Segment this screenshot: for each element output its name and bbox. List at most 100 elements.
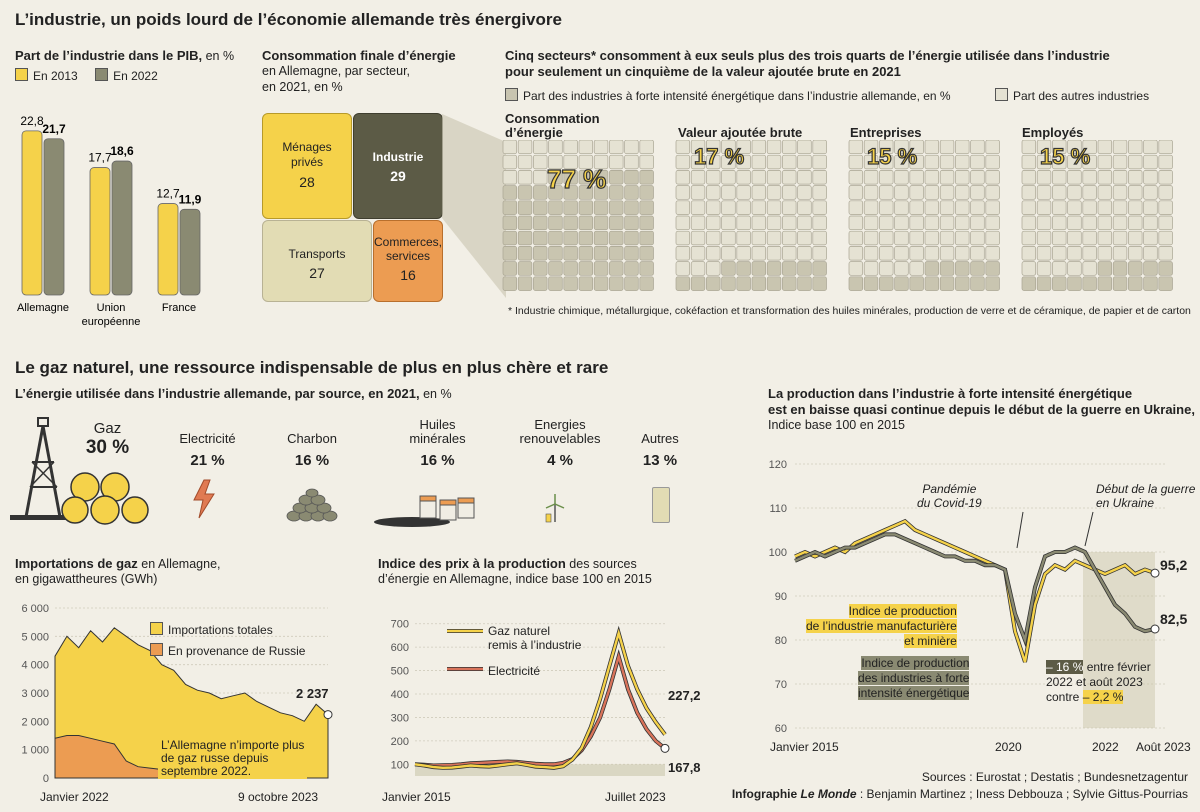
waffle-cell (1128, 261, 1143, 276)
waffle-cell (894, 154, 909, 170)
waffle-cell (863, 170, 879, 185)
waffle-cell (593, 170, 609, 185)
waffle-cell (766, 276, 782, 291)
waffle-cell (548, 246, 563, 261)
waffle-cell (797, 200, 812, 215)
waffle-cell (939, 276, 955, 291)
waffle-cell (894, 230, 909, 246)
waffle-cell (812, 200, 827, 215)
waffle-cell (639, 276, 654, 291)
imports-legend-total: Importations totales (150, 622, 273, 637)
waffle-cell (1112, 185, 1128, 200)
commerces-value: 16 (400, 267, 416, 283)
ann-covid-1: Pandémie (922, 482, 977, 496)
source-renouvelables: Energies renouvelables 4 % (500, 418, 620, 470)
prod-val-int: 82,5 (1160, 611, 1188, 627)
source-gaz-label: Gaz (93, 420, 122, 437)
waffle-cell (721, 170, 736, 185)
waffle-cell (1052, 154, 1067, 170)
treemap-transports: Transports 27 (262, 220, 372, 302)
waffle-cell (970, 140, 985, 155)
waffle-cell (563, 276, 578, 291)
prix-y-tick: 400 (391, 689, 409, 701)
waffle-cell (848, 140, 864, 155)
waffle-cell (751, 140, 767, 155)
waffle-cell (675, 276, 691, 291)
waffle-cell (1143, 185, 1158, 200)
footer-credit: Infographie Le Monde : Benjamin Martinez… (732, 787, 1188, 801)
waffle-cell (1143, 246, 1158, 261)
waffle-cell (879, 200, 894, 215)
waffle-cell (548, 230, 563, 246)
waffle-cell (675, 215, 691, 231)
prod-y-tick: 60 (775, 723, 787, 735)
waffle-cell (924, 261, 940, 276)
source-huiles: Huiles minérales 16 % (385, 418, 490, 470)
prix-subtitle: d’énergie en Allemagne, indice base 100 … (378, 572, 652, 586)
prix-y-tick: 600 (391, 642, 409, 654)
waffle-cell (1021, 230, 1037, 246)
waffle-cell (624, 261, 639, 276)
waffle-cell (863, 230, 879, 246)
waffle-cell (863, 185, 879, 200)
pib-value-label: 12,7 (156, 187, 180, 201)
waffle-cell (924, 246, 940, 261)
waffle-cell (706, 230, 721, 246)
waffle-cell (593, 276, 609, 291)
coal-pile-icon (286, 488, 338, 522)
waffle-cell (639, 215, 654, 231)
waffle-cell (609, 140, 624, 155)
prod-x-end: Août 2023 (1136, 740, 1191, 754)
waffle-cell (879, 154, 894, 170)
waffle-cell (782, 154, 797, 170)
waffle-cell (502, 185, 518, 200)
waffle-percent-label: 15 % (1040, 144, 1090, 169)
waffle-cell (1143, 230, 1158, 246)
ann-covid: Pandémie du Covid-19 (917, 482, 982, 510)
waffle-cell (706, 215, 721, 231)
waffle-cell (721, 261, 736, 276)
waffle-cell (1021, 140, 1037, 155)
secteurs-title-1: Cinq secteurs* consomment à eux seuls pl… (505, 48, 1110, 63)
waffle-cell (502, 215, 518, 231)
waffle-cell (812, 154, 827, 170)
imports-y-tick: 4 000 (21, 660, 49, 672)
waffle-cell (751, 246, 767, 261)
waffle-cell (751, 154, 767, 170)
waffle-cell (1158, 261, 1173, 276)
waffle-cell (1036, 170, 1052, 185)
conso-subtitle-2: en 2021, en % (262, 80, 343, 94)
waffle-cell (797, 246, 812, 261)
label-manu: Indice de production de l’industrie manuf… (806, 604, 957, 649)
waffle-cell (1082, 246, 1097, 261)
waffle-cell (848, 230, 864, 246)
prix-title-text: Indice des prix à la production (378, 556, 566, 571)
prix-base-band (415, 764, 665, 776)
panel-title-emp: Employés (1022, 125, 1084, 140)
pib-category-label: France (162, 302, 196, 314)
waffle-cell (1128, 170, 1143, 185)
waffle-cell (1158, 246, 1173, 261)
waffle-cell (1021, 261, 1037, 276)
waffle-cell (766, 154, 782, 170)
waffle-cell (894, 185, 909, 200)
waffle-cell (736, 261, 751, 276)
waffle-cell (1097, 170, 1113, 185)
prod-x-2020: 2020 (995, 740, 1022, 754)
waffle-cell (517, 154, 533, 170)
imports-legend-russie: En provenance de Russie (150, 643, 305, 658)
waffle-cell (502, 140, 518, 155)
waffle-cell (578, 185, 594, 200)
waffle-cell (1052, 230, 1067, 246)
waffle-cell (924, 185, 940, 200)
waffle-cell (517, 200, 533, 215)
waffle-cell (563, 185, 578, 200)
waffle-cell (548, 185, 563, 200)
waffle-cell (1143, 261, 1158, 276)
imports-end-marker (323, 710, 333, 720)
waffle-cell (533, 200, 548, 215)
prix-legend-elec: Electricité (488, 664, 541, 678)
legend-swatch-autres (995, 88, 1008, 101)
waffle-cell (879, 246, 894, 261)
waffle-cell (879, 185, 894, 200)
